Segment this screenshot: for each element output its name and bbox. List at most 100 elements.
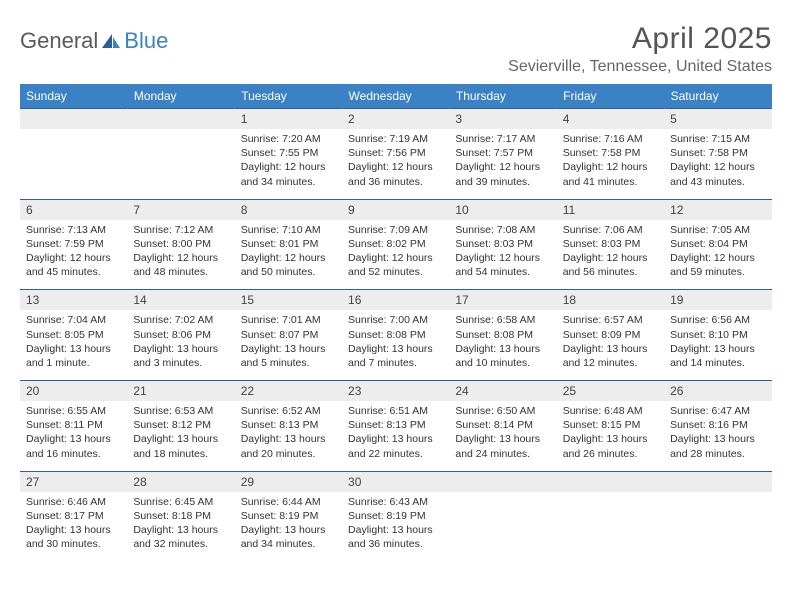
logo-text-general: General bbox=[20, 28, 98, 54]
logo-text-blue: Blue bbox=[124, 28, 168, 54]
day-info-line: Sunset: 8:13 PM bbox=[348, 418, 443, 432]
day-cell-number: 11 bbox=[557, 199, 664, 220]
day-info-line: Sunset: 8:16 PM bbox=[670, 418, 765, 432]
day-info: Sunrise: 6:57 AMSunset: 8:09 PMDaylight:… bbox=[557, 310, 664, 380]
day-info-line: Sunrise: 7:16 AM bbox=[563, 132, 658, 146]
day-cell-info: Sunrise: 7:20 AMSunset: 7:55 PMDaylight:… bbox=[235, 129, 342, 199]
empty-day-number bbox=[127, 109, 234, 129]
day-cell-number bbox=[557, 471, 664, 492]
day-cell-number: 25 bbox=[557, 381, 664, 402]
day-number: 14 bbox=[127, 290, 234, 310]
day-info-line: Daylight: 13 hours bbox=[241, 523, 336, 537]
day-info-line: Sunset: 8:09 PM bbox=[563, 328, 658, 342]
day-info-line: Sunrise: 6:46 AM bbox=[26, 495, 121, 509]
day-cell-info: Sunrise: 7:05 AMSunset: 8:04 PMDaylight:… bbox=[664, 220, 771, 290]
day-cell-number: 26 bbox=[664, 381, 771, 402]
day-info-line: Sunrise: 7:20 AM bbox=[241, 132, 336, 146]
day-cell-info: Sunrise: 7:17 AMSunset: 7:57 PMDaylight:… bbox=[449, 129, 556, 199]
day-cell-info: Sunrise: 6:45 AMSunset: 8:18 PMDaylight:… bbox=[127, 492, 234, 562]
day-info-line: Daylight: 12 hours bbox=[563, 160, 658, 174]
day-cell-number: 18 bbox=[557, 290, 664, 311]
logo: General Blue bbox=[20, 22, 168, 54]
day-cell-number: 4 bbox=[557, 109, 664, 130]
day-cell-number: 8 bbox=[235, 199, 342, 220]
day-info-line: Sunrise: 7:12 AM bbox=[133, 223, 228, 237]
day-number: 6 bbox=[20, 200, 127, 220]
day-info-line: and 5 minutes. bbox=[241, 356, 336, 370]
day-number: 15 bbox=[235, 290, 342, 310]
day-info-line: Sunrise: 6:45 AM bbox=[133, 495, 228, 509]
day-cell-info: Sunrise: 7:04 AMSunset: 8:05 PMDaylight:… bbox=[20, 310, 127, 380]
day-info-line: and 24 minutes. bbox=[455, 447, 550, 461]
day-info-line: Sunrise: 6:44 AM bbox=[241, 495, 336, 509]
day-info-line: Sunrise: 7:01 AM bbox=[241, 313, 336, 327]
day-info-line: Sunset: 8:04 PM bbox=[670, 237, 765, 251]
day-info-line: and 26 minutes. bbox=[563, 447, 658, 461]
day-cell-info: Sunrise: 7:15 AMSunset: 7:58 PMDaylight:… bbox=[664, 129, 771, 199]
day-info-line: and 10 minutes. bbox=[455, 356, 550, 370]
day-info-line: Daylight: 12 hours bbox=[670, 160, 765, 174]
day-number: 13 bbox=[20, 290, 127, 310]
day-info: Sunrise: 7:19 AMSunset: 7:56 PMDaylight:… bbox=[342, 129, 449, 199]
day-number: 5 bbox=[664, 109, 771, 129]
day-info-line: Sunset: 8:02 PM bbox=[348, 237, 443, 251]
day-cell-info: Sunrise: 6:53 AMSunset: 8:12 PMDaylight:… bbox=[127, 401, 234, 471]
day-number: 24 bbox=[449, 381, 556, 401]
day-info-line: Sunset: 8:10 PM bbox=[670, 328, 765, 342]
day-info-line: Sunset: 8:06 PM bbox=[133, 328, 228, 342]
day-info-line: Daylight: 12 hours bbox=[563, 251, 658, 265]
day-cell-info: Sunrise: 7:00 AMSunset: 8:08 PMDaylight:… bbox=[342, 310, 449, 380]
day-info-line: and 34 minutes. bbox=[241, 175, 336, 189]
week-daynum-row: 20212223242526 bbox=[20, 381, 772, 402]
day-info: Sunrise: 6:43 AMSunset: 8:19 PMDaylight:… bbox=[342, 492, 449, 562]
dow-saturday: Saturday bbox=[664, 84, 771, 109]
day-info-line: Sunset: 8:08 PM bbox=[348, 328, 443, 342]
day-cell-info: Sunrise: 6:52 AMSunset: 8:13 PMDaylight:… bbox=[235, 401, 342, 471]
day-info: Sunrise: 7:13 AMSunset: 7:59 PMDaylight:… bbox=[20, 220, 127, 290]
day-info: Sunrise: 7:20 AMSunset: 7:55 PMDaylight:… bbox=[235, 129, 342, 199]
week-info-row: Sunrise: 7:20 AMSunset: 7:55 PM Daylight:… bbox=[20, 129, 772, 199]
day-info-line: Sunset: 8:03 PM bbox=[563, 237, 658, 251]
day-info: Sunrise: 6:52 AMSunset: 8:13 PMDaylight:… bbox=[235, 401, 342, 471]
day-cell-number: 24 bbox=[449, 381, 556, 402]
day-info-line: and 39 minutes. bbox=[455, 175, 550, 189]
day-info-line: and 48 minutes. bbox=[133, 265, 228, 279]
day-info: Sunrise: 7:08 AMSunset: 8:03 PMDaylight:… bbox=[449, 220, 556, 290]
day-cell-info: Sunrise: 7:10 AMSunset: 8:01 PMDaylight:… bbox=[235, 220, 342, 290]
day-info-line: Sunrise: 6:43 AM bbox=[348, 495, 443, 509]
day-cell-number: 23 bbox=[342, 381, 449, 402]
day-cell-number: 22 bbox=[235, 381, 342, 402]
day-info-line: Sunrise: 7:06 AM bbox=[563, 223, 658, 237]
day-cell-info: Sunrise: 7:08 AMSunset: 8:03 PMDaylight:… bbox=[449, 220, 556, 290]
day-info-line: Sunset: 8:12 PM bbox=[133, 418, 228, 432]
day-cell-number: 6 bbox=[20, 199, 127, 220]
day-info bbox=[127, 129, 234, 187]
day-info: Sunrise: 7:00 AMSunset: 8:08 PMDaylight:… bbox=[342, 310, 449, 380]
day-number: 21 bbox=[127, 381, 234, 401]
week-info-row: Sunrise: 6:55 AMSunset: 8:11 PMDaylight:… bbox=[20, 401, 772, 471]
day-info-line: and 59 minutes. bbox=[670, 265, 765, 279]
day-info-line: Sunset: 7:55 PM bbox=[241, 146, 336, 160]
day-info-line: Daylight: 13 hours bbox=[455, 432, 550, 446]
day-number: 7 bbox=[127, 200, 234, 220]
dow-sunday: Sunday bbox=[20, 84, 127, 109]
day-info-line: Daylight: 13 hours bbox=[133, 342, 228, 356]
day-info-line: Daylight: 12 hours bbox=[26, 251, 121, 265]
day-cell-info: Sunrise: 6:48 AMSunset: 8:15 PMDaylight:… bbox=[557, 401, 664, 471]
day-cell-number: 3 bbox=[449, 109, 556, 130]
day-info-line: Sunrise: 6:48 AM bbox=[563, 404, 658, 418]
day-info: Sunrise: 7:09 AMSunset: 8:02 PMDaylight:… bbox=[342, 220, 449, 290]
month-title: April 2025 bbox=[508, 22, 772, 56]
calendar-body: 12345Sunrise: 7:20 AMSunset: 7:55 PMDayl… bbox=[20, 109, 772, 562]
day-info: Sunrise: 7:05 AMSunset: 8:04 PMDaylight:… bbox=[664, 220, 771, 290]
day-number: 4 bbox=[557, 109, 664, 129]
empty-day-number bbox=[449, 472, 556, 492]
day-info-line: Sunset: 8:05 PM bbox=[26, 328, 121, 342]
dow-tuesday: Tuesday bbox=[235, 84, 342, 109]
day-of-week-row: Sunday Monday Tuesday Wednesday Thursday… bbox=[20, 84, 772, 109]
day-cell-number: 17 bbox=[449, 290, 556, 311]
day-info-line: and 22 minutes. bbox=[348, 447, 443, 461]
day-info-line: Sunset: 8:15 PM bbox=[563, 418, 658, 432]
day-info-line: Daylight: 13 hours bbox=[455, 342, 550, 356]
day-info-line: Sunrise: 6:56 AM bbox=[670, 313, 765, 327]
